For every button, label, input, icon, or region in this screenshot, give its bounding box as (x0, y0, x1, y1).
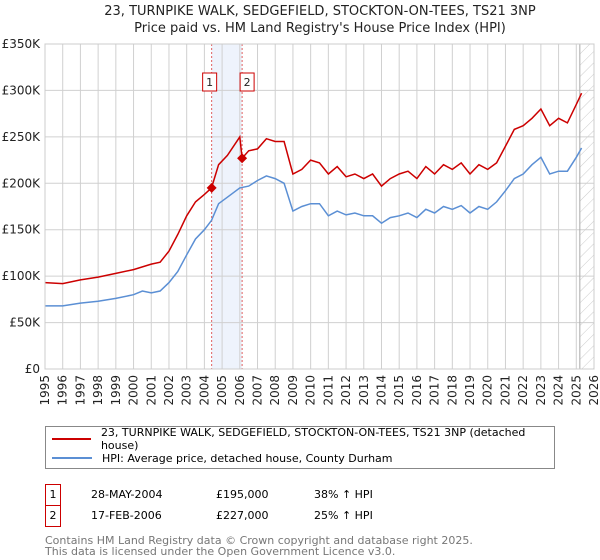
x-tick-label: 1999 (109, 375, 123, 406)
x-tick-label: 2024 (552, 375, 566, 406)
x-tick-label: 1995 (38, 375, 52, 406)
x-tick-label: 2021 (498, 375, 512, 406)
transaction-date: 17-FEB-2006 (91, 509, 162, 522)
sale-label: 1 (206, 76, 213, 89)
x-tick-label: 2022 (516, 375, 530, 406)
x-tick-label: 1998 (91, 375, 105, 406)
legend: 23, TURNPIKE WALK, SEDGEFIELD, STOCKTON-… (45, 426, 555, 469)
x-tick-label: 2020 (481, 375, 495, 406)
x-tick-label: 2005 (215, 375, 229, 406)
plot-area: 1995 1996 1997 1998 1999 2000 2001 2002 2003 2004… (2, 37, 600, 406)
x-tick-label: 2015 (392, 375, 406, 406)
x-tick-label: 2004 (197, 375, 211, 406)
x-tick-label: 2011 (321, 375, 335, 406)
x-tick-label: 2014 (374, 375, 388, 406)
x-tick-label: 2013 (357, 375, 371, 406)
sale-label-box (239, 72, 255, 92)
plot-border (44, 43, 595, 370)
legend-label: HPI: Average price, detached house, Coun… (102, 451, 393, 465)
transaction-price: £227,000 (216, 509, 269, 522)
x-tick-label: 2003 (180, 375, 194, 406)
transaction-hpi: 38% ↑ HPI (314, 488, 373, 501)
transaction-number: 1 (45, 484, 61, 506)
x-tick-label: 2019 (463, 375, 477, 406)
x-tick-label: 1996 (56, 375, 70, 406)
y-tick-label: £100K (2, 269, 42, 283)
x-tick-label: 2001 (144, 375, 158, 406)
series-line (44, 92, 583, 285)
y-tick-label: £250K (2, 130, 42, 144)
x-tick-label: 2016 (410, 375, 424, 406)
x-tick-label: 2006 (233, 375, 247, 406)
x-tick-label: 2018 (445, 375, 459, 406)
x-tick-label: 2010 (304, 375, 318, 406)
chart-title: 23, TURNPIKE WALK, SEDGEFIELD, STOCKTON-… (104, 4, 536, 19)
x-tick-label: 1997 (73, 375, 87, 406)
transaction-date: 28-MAY-2004 (91, 488, 163, 501)
series-line (45, 147, 583, 307)
x-tick-label: 2025 (569, 375, 583, 406)
sale-point (237, 153, 248, 164)
legend-label: 23, TURNPIKE WALK, SEDGEFIELD, STOCKTON-… (100, 426, 526, 452)
transaction-number: 2 (45, 505, 61, 527)
footer-copyright: Contains HM Land Registry data © Crown c… (45, 534, 473, 547)
x-tick-label: 2009 (286, 375, 300, 406)
x-tick-label: 2026 (587, 375, 600, 406)
y-tick-label: £50K (9, 316, 41, 330)
x-tick-label: 2017 (428, 375, 442, 406)
transaction-hpi: 25% ↑ HPI (314, 509, 373, 522)
x-tick-label: 2002 (162, 375, 176, 406)
sale-period-band (211, 44, 243, 369)
legend-item-hpi: HPI: Average price, detached house, Coun… (52, 450, 393, 466)
y-tick-label: £200K (2, 176, 42, 190)
y-tick-label: £0 (25, 362, 40, 376)
y-tick-label: £300K (2, 83, 42, 97)
x-tick-label: 2007 (251, 375, 265, 406)
sale-label-box (202, 72, 218, 92)
chart-subtitle: Price paid vs. HM Land Registry's House … (134, 21, 506, 36)
x-tick-label: 2012 (339, 375, 353, 406)
footer-licence: This data is licensed under the Open Gov… (45, 545, 396, 558)
forecast-hatch (579, 44, 594, 369)
sale-point (206, 182, 217, 193)
x-tick-label: 2023 (534, 375, 548, 406)
y-tick-label: £350K (2, 37, 42, 51)
x-tick-label: 2000 (127, 375, 141, 406)
y-tick-label: £150K (2, 223, 42, 237)
legend-item-property: 23, TURNPIKE WALK, SEDGEFIELD, STOCKTON-… (52, 426, 554, 452)
sale-label: 2 (244, 76, 251, 89)
transaction-price: £195,000 (216, 488, 269, 501)
x-tick-label: 2008 (268, 375, 282, 406)
